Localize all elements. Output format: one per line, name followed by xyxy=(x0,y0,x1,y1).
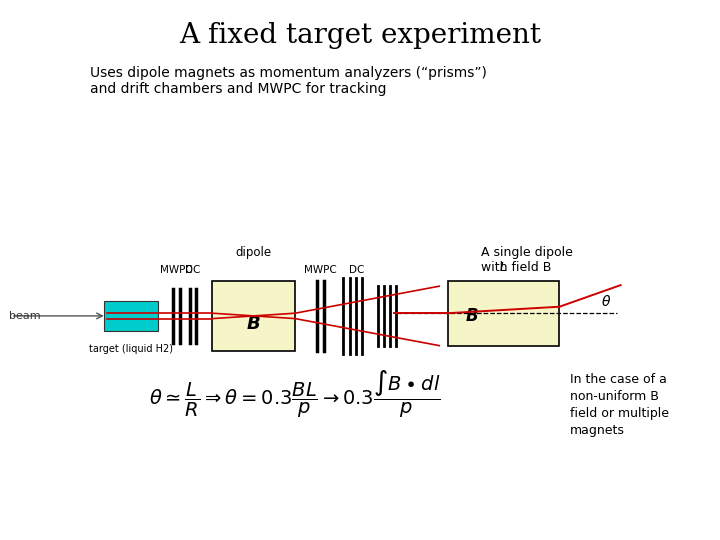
Text: DC: DC xyxy=(348,265,364,275)
Text: In the case of a
non-uniform B
field or multiple
magnets: In the case of a non-uniform B field or … xyxy=(570,373,670,437)
Text: dipole: dipole xyxy=(235,246,272,259)
Text: L: L xyxy=(500,261,507,274)
Text: and drift chambers and MWPC for tracking: and drift chambers and MWPC for tracking xyxy=(90,82,387,96)
Text: MWPC: MWPC xyxy=(304,265,337,275)
Bar xyxy=(212,281,295,351)
Bar xyxy=(104,301,158,330)
Text: A fixed target experiment: A fixed target experiment xyxy=(179,22,541,49)
Text: MWPC: MWPC xyxy=(160,265,193,275)
Text: beam: beam xyxy=(9,311,40,321)
Text: $\theta \simeq \dfrac{L}{R} \Rightarrow \theta = 0.3\dfrac{BL}{p} \rightarrow 0.: $\theta \simeq \dfrac{L}{R} \Rightarrow … xyxy=(149,369,441,420)
Text: B: B xyxy=(247,315,261,333)
Text: DC: DC xyxy=(185,265,201,275)
Text: $\theta$: $\theta$ xyxy=(601,294,611,309)
Bar xyxy=(448,281,559,346)
Text: target (liquid H2): target (liquid H2) xyxy=(89,345,174,354)
Text: Uses dipole magnets as momentum analyzers (“prisms”): Uses dipole magnets as momentum analyzer… xyxy=(90,66,487,80)
Text: B: B xyxy=(466,307,479,325)
Text: A single dipole
with field B: A single dipole with field B xyxy=(481,246,573,274)
